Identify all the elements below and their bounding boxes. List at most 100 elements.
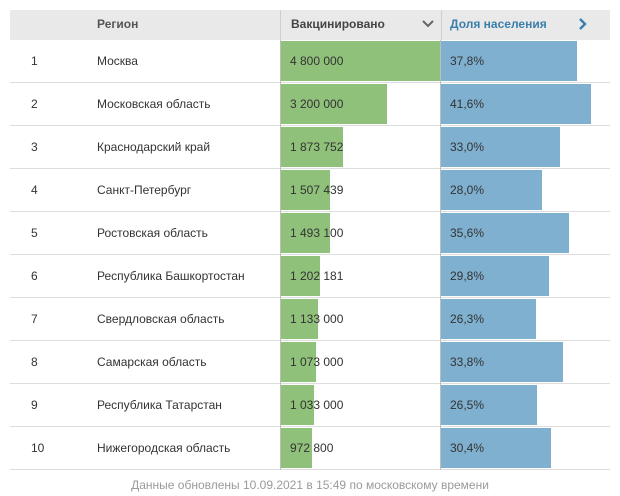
vaccinated-cell: 972 800 — [280, 427, 440, 469]
vaccinated-value: 4 800 000 — [290, 54, 344, 68]
vaccinated-value: 1 033 000 — [290, 398, 344, 412]
share-column-header[interactable]: Доля населения — [441, 10, 610, 40]
table-row: 7 Свердловская область 1 133 000 26,3% — [10, 298, 610, 341]
vaccinated-value: 1 073 000 — [290, 355, 344, 369]
row-rank: 6 — [31, 269, 38, 283]
table-body: 1 Москва 4 800 000 37,8% 2 Московская область… — [10, 40, 610, 470]
vaccinated-cell: 1 033 000 — [280, 384, 440, 426]
vaccinated-cell: 3 200 000 — [280, 83, 440, 125]
share-bar — [441, 342, 563, 382]
share-value: 28,0% — [450, 183, 485, 197]
share-value: 41,6% — [450, 97, 485, 111]
row-region: Нижегородская область — [97, 441, 231, 455]
share-cell: 30,4% — [441, 427, 610, 469]
row-region: Ростовская область — [97, 226, 208, 240]
row-rank: 2 — [31, 97, 38, 111]
row-region: Свердловская область — [97, 312, 225, 326]
share-bar — [441, 213, 570, 253]
vaccinated-cell: 1 073 000 — [280, 341, 440, 383]
table-row: 5 Ростовская область 1 493 100 35,6% — [10, 212, 610, 255]
row-region: Московская область — [97, 97, 211, 111]
table-row: 2 Московская область 3 200 000 41,6% — [10, 83, 610, 126]
vaccinated-bar — [280, 299, 318, 339]
share-value: 26,3% — [450, 312, 485, 326]
share-cell: 29,8% — [441, 255, 610, 297]
share-cell: 35,6% — [441, 212, 610, 254]
row-rank: 8 — [31, 355, 38, 369]
vaccinated-column-header[interactable]: Вакцинировано — [280, 10, 442, 40]
table-row: 1 Москва 4 800 000 37,8% — [10, 40, 610, 83]
vaccinated-value: 1 873 752 — [290, 140, 344, 154]
row-rank: 3 — [31, 140, 38, 154]
row-rank: 9 — [31, 398, 38, 412]
vaccinated-column-line — [280, 40, 281, 470]
vaccinated-value: 1 202 181 — [290, 269, 344, 283]
vaccinated-bar — [280, 127, 343, 167]
vaccinated-bar — [280, 170, 331, 210]
share-column-line — [440, 40, 441, 470]
row-region: Республика Татарстан — [97, 398, 222, 412]
table-header: Регион Вакцинировано Доля населения — [10, 10, 610, 40]
vaccinated-header-label: Вакцинировано — [291, 17, 385, 31]
share-bar — [441, 84, 591, 124]
table-row: 9 Республика Татарстан 1 033 000 26,5% — [10, 384, 610, 427]
share-value: 26,5% — [450, 398, 485, 412]
vaccinated-bar — [280, 428, 313, 468]
share-value: 33,0% — [450, 140, 485, 154]
table-row: 10 Нижегородская область 972 800 30,4% — [10, 427, 610, 470]
vaccinated-value: 1 493 100 — [290, 226, 344, 240]
vaccination-table: Регион Вакцинировано Доля населения 1 Мос… — [10, 10, 610, 470]
share-cell: 26,5% — [441, 384, 610, 426]
table-row: 3 Краснодарский край 1 873 752 33,0% — [10, 126, 610, 169]
vaccinated-cell: 1 507 439 — [280, 169, 440, 211]
share-bar — [441, 428, 551, 468]
share-cell: 37,8% — [441, 40, 610, 82]
row-region: Республика Башкортостан — [97, 269, 245, 283]
share-cell: 33,8% — [441, 341, 610, 383]
share-cell: 26,3% — [441, 298, 610, 340]
table-row: 8 Самарская область 1 073 000 33,8% — [10, 341, 610, 384]
share-header-label: Доля населения — [450, 17, 547, 31]
vaccinated-value: 1 133 000 — [290, 312, 344, 326]
vaccinated-bar — [280, 213, 330, 253]
share-cell: 28,0% — [441, 169, 610, 211]
row-rank: 5 — [31, 226, 38, 240]
vaccinated-bar — [280, 256, 321, 296]
vaccinated-cell: 1 873 752 — [280, 126, 440, 168]
share-bar — [441, 385, 537, 425]
region-column-header[interactable]: Регион — [97, 17, 139, 31]
chevron-down-icon — [422, 20, 434, 28]
vaccinated-value: 972 800 — [290, 441, 334, 455]
share-bar — [441, 299, 536, 339]
vaccinated-cell: 4 800 000 — [280, 40, 440, 82]
row-region: Самарская область — [97, 355, 207, 369]
vaccinated-value: 3 200 000 — [290, 97, 344, 111]
share-value: 33,8% — [450, 355, 485, 369]
share-cell: 33,0% — [441, 126, 610, 168]
vaccinated-value: 1 507 439 — [290, 183, 344, 197]
share-bar — [441, 41, 578, 81]
vaccinated-bar — [280, 84, 387, 124]
vaccinated-bar — [280, 385, 315, 425]
share-value: 29,8% — [450, 269, 485, 283]
row-rank: 1 — [31, 54, 38, 68]
share-value: 30,4% — [450, 441, 485, 455]
share-cell: 41,6% — [441, 83, 610, 125]
share-value: 35,6% — [450, 226, 485, 240]
share-value: 37,8% — [450, 54, 485, 68]
share-bar — [441, 256, 549, 296]
row-rank: 4 — [31, 183, 38, 197]
row-rank: 10 — [31, 441, 45, 455]
vaccinated-cell: 1 493 100 — [280, 212, 440, 254]
row-region: Краснодарский край — [97, 140, 211, 154]
table-row: 6 Республика Башкортостан 1 202 181 29,8% — [10, 255, 610, 298]
row-rank: 7 — [31, 312, 38, 326]
share-bar — [441, 170, 542, 210]
chevron-right-icon[interactable] — [578, 18, 588, 30]
table-row: 4 Санкт-Петербург 1 507 439 28,0% — [10, 169, 610, 212]
vaccinated-bar — [280, 41, 440, 81]
vaccinated-cell: 1 133 000 — [280, 298, 440, 340]
row-region: Санкт-Петербург — [97, 183, 192, 197]
share-bar — [441, 127, 560, 167]
update-footnote: Данные обновлены 10.09.2021 в 15:49 по м… — [131, 478, 489, 492]
